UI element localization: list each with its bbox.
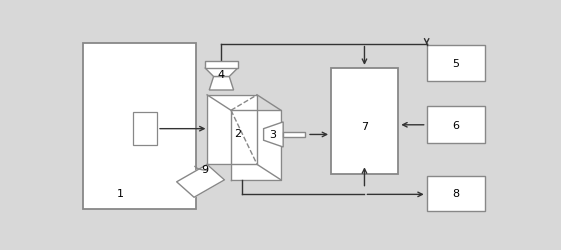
Polygon shape: [177, 165, 224, 198]
Bar: [427, 176, 485, 211]
Text: 4: 4: [218, 69, 225, 79]
Text: 1: 1: [117, 189, 123, 198]
Text: 3: 3: [270, 130, 277, 140]
Polygon shape: [231, 111, 281, 180]
Bar: [83, 44, 196, 209]
Bar: [133, 113, 157, 146]
Polygon shape: [207, 96, 257, 165]
Polygon shape: [205, 68, 238, 77]
Text: 7: 7: [361, 121, 368, 131]
Polygon shape: [283, 133, 305, 137]
Text: 5: 5: [452, 59, 459, 69]
Text: 9: 9: [201, 164, 209, 174]
Polygon shape: [209, 77, 233, 91]
Text: 8: 8: [452, 189, 459, 198]
Text: 2: 2: [234, 129, 241, 139]
Polygon shape: [264, 122, 283, 148]
Bar: [427, 107, 485, 144]
Polygon shape: [205, 62, 238, 68]
Bar: [331, 68, 398, 174]
Text: 6: 6: [452, 120, 459, 130]
Bar: [427, 46, 485, 82]
